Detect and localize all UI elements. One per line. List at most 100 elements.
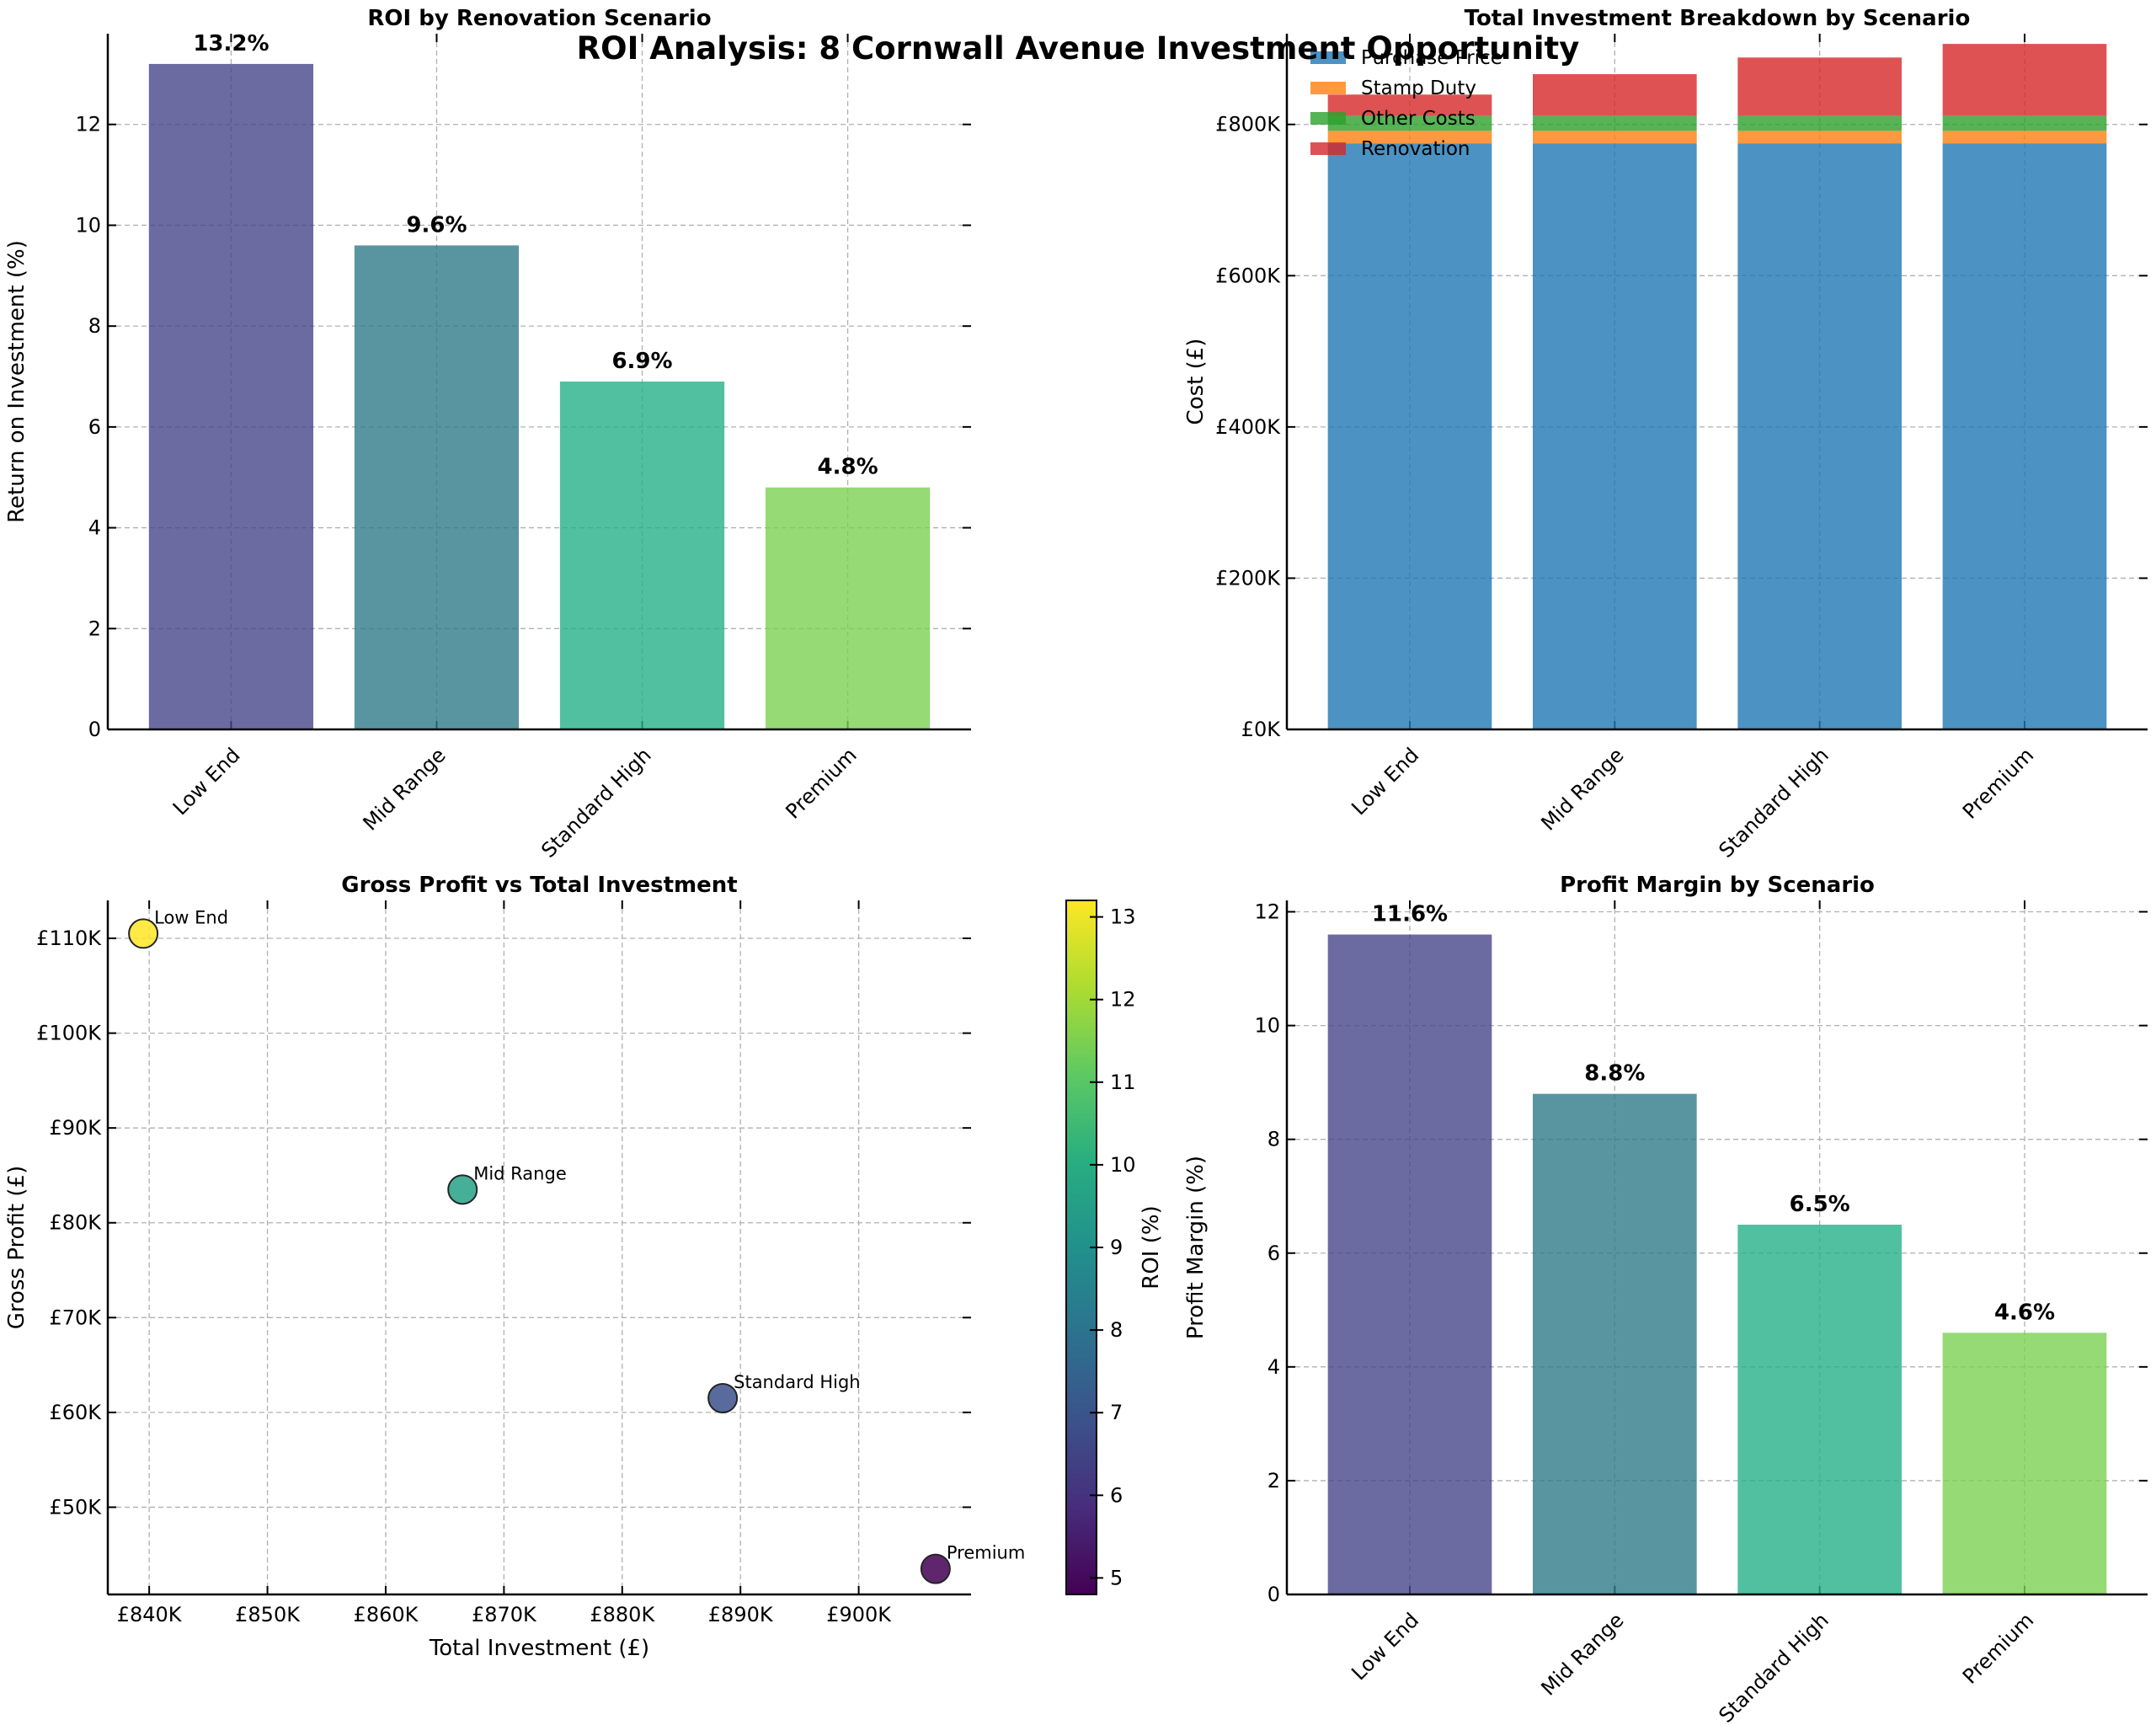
- roi-bar: [765, 487, 931, 729]
- figure-suptitle: ROI Analysis: 8 Cornwall Avenue Investme…: [577, 30, 1580, 67]
- breakdown-x-tick-label: Premium: [1958, 743, 2038, 823]
- breakdown-bar-segment: [1942, 44, 2107, 116]
- breakdown-legend-swatch: [1310, 112, 1346, 125]
- margin-title: Profit Margin by Scenario: [1560, 873, 1875, 898]
- scatter-point: [128, 918, 159, 949]
- roi-title: ROI by Renovation Scenario: [367, 6, 711, 31]
- breakdown-bar-segment: [1327, 115, 1492, 131]
- margin-bar: [1533, 1093, 1697, 1594]
- scatter-x-axis-label: Total Investment (£): [429, 1636, 649, 1661]
- colorbar-tick-label: 9: [1110, 1236, 1123, 1259]
- breakdown-x-tick-label: Low End: [1347, 743, 1423, 820]
- margin-chart: 0 2 4 6 8 10 12 Low End Mid Range Standard High Pr…: [1183, 873, 2148, 1725]
- roi-y-tick-label: 2: [88, 617, 101, 640]
- breakdown-bar-segment: [1327, 94, 1492, 116]
- colorbar-tick-label: 10: [1110, 1153, 1136, 1177]
- colorbar-tick-label: 6: [1110, 1483, 1123, 1507]
- margin-y-axis-label: Profit Margin (%): [1183, 1156, 1209, 1339]
- colorbar-label: ROI (%): [1139, 1205, 1164, 1289]
- scatter-x-tick-label: £890K: [708, 1603, 774, 1626]
- breakdown-y-tick-label: £200K: [1215, 566, 1281, 590]
- scatter-title: Gross Profit vs Total Investment: [341, 873, 737, 898]
- roi-x-tick-label: Low End: [168, 743, 245, 820]
- scatter-x-tick-label: £870K: [472, 1603, 537, 1626]
- roi-y-tick-label: 0: [88, 718, 101, 741]
- roi-bar-value-label: 4.8%: [818, 455, 878, 480]
- roi-y-tick-label: 4: [88, 516, 101, 540]
- margin-x-tick-label: Mid Range: [1536, 1608, 1628, 1700]
- roi-chart: 0 2 4 6 8 10 12 Low End Mid Range Standard High Pr…: [4, 6, 971, 862]
- breakdown-y-tick-label: £0K: [1241, 718, 1282, 741]
- breakdown-bar-segment: [1942, 143, 2107, 729]
- colorbar-tick-label: 5: [1110, 1566, 1123, 1589]
- margin-bar-value-label: 4.6%: [1994, 1300, 2055, 1325]
- breakdown-chart: £0K £200K £400K £600K £800K Low End Mid Range S…: [1183, 6, 2148, 862]
- roi-bar-value-label: 6.9%: [611, 349, 672, 374]
- roi-bar: [354, 245, 520, 729]
- margin-bar: [1737, 1224, 1902, 1594]
- margin-bar-value-label: 11.6%: [1372, 902, 1448, 927]
- breakdown-y-tick-label: £400K: [1215, 415, 1281, 439]
- roi-y-tick-label: 10: [75, 213, 101, 237]
- colorbar-tick-label: 13: [1110, 905, 1136, 929]
- margin-y-tick-label: 12: [1254, 900, 1280, 924]
- scatter-y-tick-label: £110K: [36, 927, 102, 950]
- margin-x-tick-label: Standard High: [1714, 1608, 1833, 1725]
- roi-bar: [148, 63, 314, 730]
- colorbar-tick-label: 7: [1110, 1401, 1123, 1424]
- breakdown-bar-segment: [1327, 143, 1492, 729]
- breakdown-bar-segment: [1942, 115, 2107, 131]
- scatter-point-label: Low End: [154, 907, 228, 927]
- scatter-point: [920, 1553, 951, 1584]
- scatter-y-tick-label: £100K: [36, 1022, 102, 1045]
- scatter-plot-area: [108, 900, 971, 1594]
- breakdown-bar-segment: [1737, 57, 1902, 116]
- roi-bar-value-label: 9.6%: [406, 212, 467, 238]
- margin-bar: [1942, 1332, 2107, 1594]
- scatter-point-label: Premium: [947, 1543, 1025, 1563]
- margin-y-tick-label: 4: [1267, 1355, 1280, 1379]
- margin-y-tick-label: 8: [1267, 1128, 1280, 1151]
- scatter-point-label: Mid Range: [473, 1163, 567, 1183]
- breakdown-bar-segment: [1533, 131, 1697, 144]
- margin-y-tick-label: 2: [1267, 1469, 1280, 1493]
- scatter-x-tick-label: £860K: [354, 1603, 419, 1626]
- breakdown-bar-segment: [1737, 131, 1902, 144]
- breakdown-legend-label: Other Costs: [1361, 108, 1476, 130]
- breakdown-bar-segment: [1533, 143, 1697, 729]
- roi-y-axis-label: Return on Investment (%): [4, 240, 29, 523]
- breakdown-y-axis-label: Cost (£): [1183, 339, 1209, 425]
- scatter-y-tick-label: £90K: [49, 1116, 102, 1140]
- breakdown-x-tick-label: Mid Range: [1536, 743, 1628, 835]
- margin-y-tick-label: 6: [1267, 1242, 1280, 1265]
- breakdown-legend-label: Renovation: [1361, 138, 1470, 160]
- breakdown-y-tick-label: £800K: [1215, 113, 1281, 136]
- scatter-x-tick-label: £850K: [235, 1603, 301, 1626]
- colorbar-tick-label: 8: [1110, 1318, 1123, 1342]
- colorbar-tick-label: 11: [1110, 1071, 1136, 1094]
- margin-bar-value-label: 8.8%: [1584, 1061, 1645, 1087]
- margin-y-tick-label: 10: [1254, 1014, 1280, 1038]
- breakdown-bar-segment: [1533, 74, 1697, 116]
- breakdown-bar-segment: [1737, 143, 1902, 729]
- roi-x-tick-label: Mid Range: [359, 743, 451, 835]
- scatter-y-tick-label: £50K: [49, 1495, 102, 1519]
- scatter-chart: £50K £60K £70K £80K £90K £100K £110K £840K £850K…: [4, 873, 1164, 1661]
- roi-y-tick-label: 12: [75, 113, 101, 136]
- margin-x-tick-label: Premium: [1958, 1608, 2038, 1688]
- breakdown-bar-segment: [1737, 115, 1902, 131]
- scatter-point: [447, 1174, 478, 1205]
- margin-y-tick-label: 0: [1267, 1583, 1280, 1606]
- colorbar-tick-label: 12: [1110, 988, 1136, 1012]
- breakdown-x-tick-label: Standard High: [1714, 743, 1833, 862]
- scatter-point-label: Standard High: [734, 1372, 860, 1392]
- scatter-x-tick-label: £880K: [590, 1603, 655, 1626]
- breakdown-bar-segment: [1942, 131, 2107, 144]
- breakdown-legend-swatch: [1310, 82, 1346, 94]
- scatter-y-axis-label: Gross Profit (£): [4, 1166, 29, 1329]
- scatter-y-tick-label: £70K: [49, 1306, 102, 1329]
- breakdown-legend-swatch: [1310, 51, 1346, 64]
- scatter-x-tick-label: £900K: [826, 1603, 892, 1626]
- scatter-y-tick-label: £80K: [49, 1211, 102, 1235]
